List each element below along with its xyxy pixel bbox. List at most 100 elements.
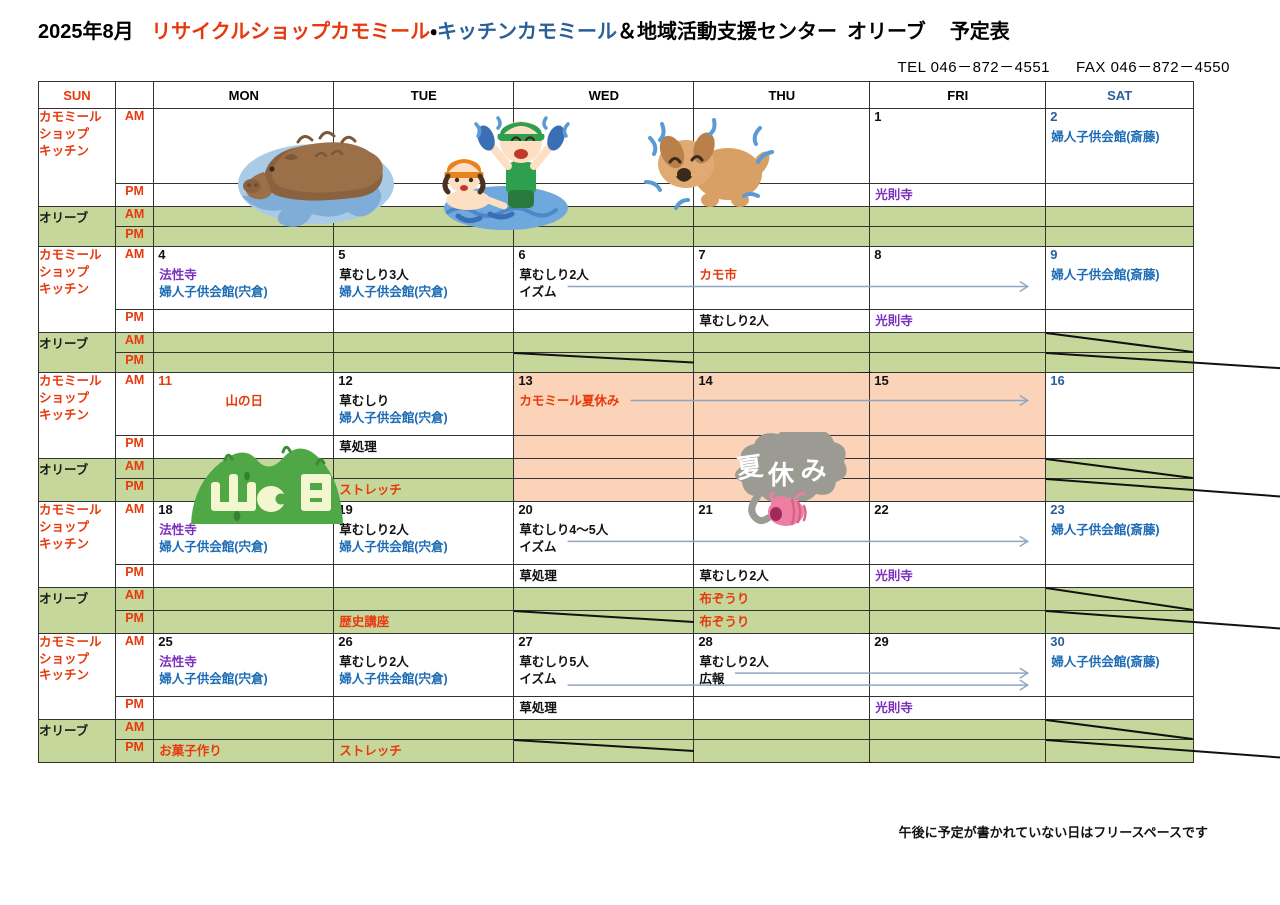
day-cell-am[interactable]: 29 <box>869 632 1047 697</box>
day-cell-am[interactable] <box>693 108 871 184</box>
day-cell-pm[interactable] <box>693 435 871 459</box>
day-cell-am[interactable]: 27 草むしり5人 イズム <box>513 632 695 697</box>
olive-cell-am[interactable] <box>153 458 335 479</box>
olive-cell-pm[interactable] <box>514 609 694 634</box>
olive-cell-am[interactable] <box>333 332 515 353</box>
day-cell-pm[interactable] <box>1045 563 1194 588</box>
day-cell-am[interactable]: 11 山の日 <box>153 372 335 436</box>
olive-cell-pm[interactable] <box>514 352 694 373</box>
olive-cell-am[interactable] <box>1045 206 1194 227</box>
day-cell-pm[interactable]: 草処理 <box>513 563 695 588</box>
day-cell-pm[interactable] <box>693 183 871 207</box>
olive-cell-am[interactable] <box>153 586 335 611</box>
olive-cell-pm[interactable] <box>1046 609 1194 634</box>
day-cell-pm[interactable] <box>333 309 515 333</box>
olive-cell-pm[interactable] <box>513 226 695 247</box>
olive-cell-pm[interactable]: ストレッチ <box>333 738 515 763</box>
olive-cell-am[interactable] <box>869 206 1047 227</box>
olive-cell-pm[interactable] <box>1045 226 1194 247</box>
day-cell-am[interactable]: 12 草むしり 婦人子供会館(宍倉) <box>333 372 515 436</box>
olive-cell-am[interactable] <box>693 458 871 479</box>
olive-cell-am[interactable] <box>693 332 871 353</box>
day-cell-pm[interactable] <box>333 695 515 720</box>
day-cell-pm[interactable]: 光則寺 <box>869 183 1047 207</box>
olive-cell-am[interactable] <box>1046 458 1194 479</box>
olive-cell-am[interactable] <box>333 718 515 740</box>
olive-cell-am[interactable] <box>869 718 1047 740</box>
olive-cell-pm[interactable] <box>513 478 695 502</box>
olive-cell-pm[interactable] <box>869 352 1047 373</box>
day-cell-am[interactable]: 13 カモミール夏休み <box>513 372 695 436</box>
day-cell-am[interactable]: 14 <box>693 372 871 436</box>
day-cell-pm[interactable] <box>153 563 335 588</box>
olive-cell-am[interactable]: 布ぞうり <box>693 586 871 611</box>
day-cell-am[interactable]: 21 <box>693 500 871 565</box>
day-cell-am[interactable]: 1 <box>869 108 1047 184</box>
day-cell-am[interactable]: 15 <box>869 372 1047 436</box>
day-cell-pm[interactable] <box>1045 183 1194 207</box>
day-cell-am[interactable]: 23 婦人子供会館(斎藤) <box>1045 500 1194 565</box>
olive-cell-pm[interactable] <box>153 609 335 634</box>
olive-cell-pm[interactable] <box>693 226 871 247</box>
olive-cell-pm[interactable] <box>514 738 694 763</box>
olive-cell-am[interactable] <box>333 206 515 227</box>
olive-cell-pm[interactable]: ストレッチ <box>333 478 515 502</box>
olive-cell-pm[interactable] <box>153 478 335 502</box>
day-cell-am[interactable]: 25 法性寺 婦人子供会館(宍倉) <box>153 632 335 697</box>
day-cell-pm[interactable] <box>1045 695 1194 720</box>
day-cell-pm[interactable] <box>1045 435 1194 459</box>
olive-cell-pm[interactable] <box>1046 478 1194 502</box>
day-cell-pm[interactable] <box>153 435 335 459</box>
day-cell-am[interactable]: 19 草むしり2人 婦人子供会館(宍倉) <box>333 500 515 565</box>
day-cell-am[interactable]: 30 婦人子供会館(斎藤) <box>1045 632 1194 697</box>
olive-cell-am[interactable] <box>1046 586 1194 611</box>
day-cell-am[interactable] <box>513 108 695 184</box>
day-cell-pm[interactable]: 草処理 <box>333 435 515 459</box>
olive-cell-am[interactable] <box>513 458 695 479</box>
day-cell-pm[interactable]: 草処理 <box>513 695 695 720</box>
olive-cell-am[interactable] <box>153 206 335 227</box>
olive-cell-pm[interactable]: お菓子作り <box>153 738 335 763</box>
olive-cell-pm[interactable] <box>153 352 335 373</box>
olive-cell-pm[interactable] <box>869 738 1047 763</box>
day-cell-am[interactable]: 7 カモ市 <box>693 246 871 310</box>
olive-cell-am[interactable] <box>153 332 335 353</box>
olive-cell-pm[interactable]: 布ぞうり <box>693 609 871 634</box>
day-cell-am[interactable]: 8 <box>869 246 1047 310</box>
olive-cell-am[interactable] <box>513 718 695 740</box>
day-cell-pm[interactable]: 草むしり2人 <box>693 309 871 333</box>
day-cell-am[interactable]: 6 草むしり2人 イズム <box>513 246 695 310</box>
olive-cell-pm[interactable] <box>869 226 1047 247</box>
day-cell-am[interactable]: 26 草むしり2人 婦人子供会館(宍倉) <box>333 632 515 697</box>
day-cell-am[interactable]: 16 <box>1045 372 1194 436</box>
day-cell-am[interactable]: 5 草むしり3人 婦人子供会館(宍倉) <box>333 246 515 310</box>
day-cell-pm[interactable] <box>1045 309 1194 333</box>
day-cell-am[interactable]: 18 法性寺 婦人子供会館(宍倉) <box>153 500 335 565</box>
day-cell-pm[interactable] <box>333 563 515 588</box>
day-cell-am[interactable]: 9 婦人子供会館(斎藤) <box>1045 246 1194 310</box>
day-cell-pm[interactable]: 光則寺 <box>869 309 1047 333</box>
olive-cell-pm[interactable] <box>333 352 515 373</box>
olive-cell-am[interactable] <box>869 458 1047 479</box>
olive-cell-am[interactable] <box>513 332 695 353</box>
olive-cell-pm[interactable] <box>153 226 335 247</box>
day-cell-pm[interactable] <box>513 435 695 459</box>
day-cell-pm[interactable] <box>513 309 695 333</box>
olive-cell-am[interactable] <box>869 332 1047 353</box>
day-cell-pm[interactable] <box>153 183 335 207</box>
day-cell-am[interactable] <box>153 108 335 184</box>
day-cell-am[interactable]: 20 草むしり4～5人 イズム <box>513 500 695 565</box>
day-cell-pm[interactable] <box>153 695 335 720</box>
day-cell-am[interactable]: 28 草むしり2人 広報 <box>693 632 871 697</box>
olive-cell-pm[interactable] <box>1046 352 1194 373</box>
olive-cell-pm[interactable] <box>869 478 1047 502</box>
olive-cell-am[interactable] <box>513 206 695 227</box>
day-cell-am[interactable]: 22 <box>869 500 1047 565</box>
day-cell-pm[interactable] <box>513 183 695 207</box>
day-cell-pm[interactable] <box>333 183 515 207</box>
day-cell-pm[interactable]: 草むしり2人 <box>693 563 871 588</box>
olive-cell-pm[interactable] <box>1046 738 1194 763</box>
olive-cell-am[interactable] <box>693 206 871 227</box>
day-cell-pm[interactable]: 光則寺 <box>869 695 1047 720</box>
olive-cell-am[interactable] <box>333 458 515 479</box>
